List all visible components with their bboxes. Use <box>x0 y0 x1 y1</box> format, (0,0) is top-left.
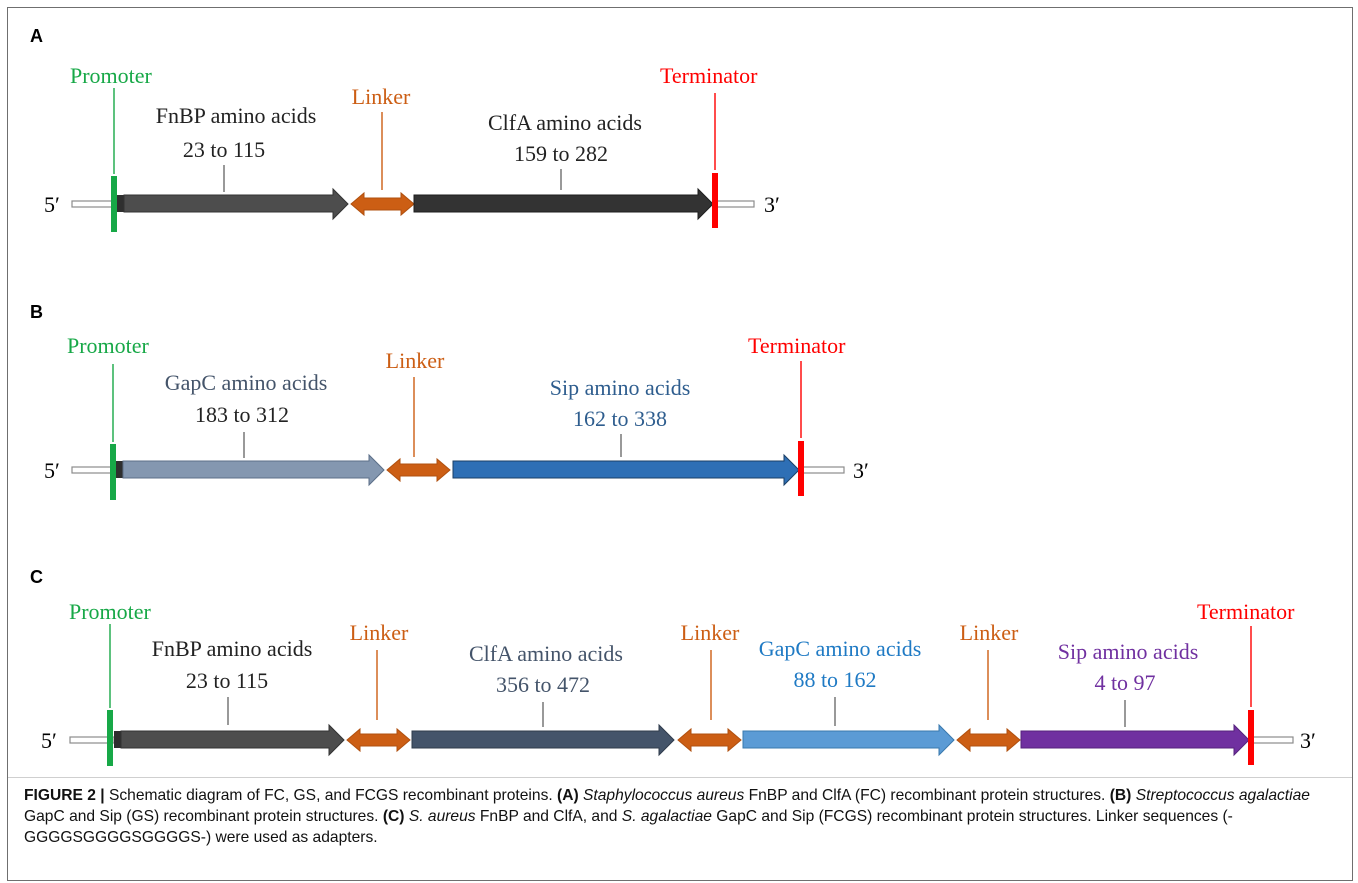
caption-b-tag: (B) <box>1109 787 1132 804</box>
panel-b-backbone-left <box>71 466 117 474</box>
panel-c-linker-arrow-3 <box>956 727 1021 753</box>
panel-c-fnbp-arrow <box>120 723 345 757</box>
panel-a-backbone-left <box>71 200 118 208</box>
construct-diagram: A 5′ 3′ Promoter Terminator FnBP amino a… <box>30 26 1316 766</box>
panel-c-linker-label-3: Linker <box>960 620 1019 645</box>
panel-b-sip-name: Sip amino acids <box>550 375 691 400</box>
panel-c-terminator-label: Terminator <box>1197 599 1295 624</box>
panel-c-signal-block <box>114 731 121 748</box>
panel-c-five-prime: 5′ <box>41 728 57 753</box>
panel-a-three-prime: 3′ <box>764 192 780 217</box>
panel-a-promoter-bar <box>111 176 117 232</box>
caption-b-text: GapC and Sip (GS) recombinant protein st… <box>24 808 383 825</box>
panel-c-three-prime: 3′ <box>1300 728 1316 753</box>
panel-b: B 5′ 3′ Promoter Terminator GapC amino a… <box>30 302 869 500</box>
panel-c-promoter-bar <box>107 710 113 766</box>
panel-b-promoter-label: Promoter <box>67 333 150 358</box>
panel-c-sip-arrow <box>1020 723 1250 757</box>
panel-a-fnbp-range: 23 to 115 <box>183 137 265 162</box>
panel-c-linker-arrow-1 <box>346 727 411 753</box>
panel-b-gapc-name: GapC amino acids <box>165 370 328 395</box>
panel-a-linker-label: Linker <box>352 84 411 109</box>
caption-a-tag: (A) <box>557 787 579 804</box>
caption-c-species-1: S. aureus <box>408 808 476 825</box>
caption-a-text: FnBP and ClfA (FC) recombinant protein s… <box>744 787 1110 804</box>
panel-b-terminator-bar <box>798 441 804 496</box>
panel-b-gapc-arrow <box>122 453 385 487</box>
panel-b-linker-arrow <box>386 457 451 483</box>
panel-c-sip-name: Sip amino acids <box>1058 639 1199 664</box>
panel-c-gapc-arrow <box>742 723 955 757</box>
panel-b-three-prime: 3′ <box>853 458 869 483</box>
caption-b-species: Streptococcus agalactiae <box>1135 787 1310 804</box>
panel-a-clfa-arrow <box>413 187 714 221</box>
panel-a-terminator-bar <box>712 173 718 228</box>
panel-a-clfa-name: ClfA amino acids <box>488 110 642 135</box>
caption-c-species-2: S. agalactiae <box>621 808 712 825</box>
panel-a-fnbp-name: FnBP amino acids <box>156 103 317 128</box>
panel-c-fnbp-range: 23 to 115 <box>186 668 268 693</box>
caption-c-tag: (C) <box>382 808 405 825</box>
panel-b-terminator-label: Terminator <box>748 333 846 358</box>
panel-b-backbone-right <box>801 466 845 474</box>
caption-a-species: Staphylococcus aureus <box>583 787 745 804</box>
panel-c-fnbp-name: FnBP amino acids <box>152 636 313 661</box>
figure-caption: FIGURE 2 | Schematic diagram of FC, GS, … <box>24 785 1342 848</box>
panel-a-five-prime: 5′ <box>44 192 60 217</box>
panel-a-promoter-label: Promoter <box>70 63 153 88</box>
panel-a-terminator-label: Terminator <box>660 63 758 88</box>
panel-c-sip-range: 4 to 97 <box>1094 670 1155 695</box>
panel-b-sip-arrow <box>452 453 800 487</box>
panel-a-clfa-range: 159 to 282 <box>514 141 608 166</box>
panel-b-five-prime: 5′ <box>44 458 60 483</box>
panel-a-letter: A <box>30 26 43 46</box>
panel-b-gapc-range: 183 to 312 <box>195 402 289 427</box>
panel-c-gapc-name: GapC amino acids <box>759 636 922 661</box>
panel-b-signal-block <box>116 461 123 478</box>
panel-b-letter: B <box>30 302 43 322</box>
panel-c-clfa-arrow <box>411 723 675 757</box>
panel-c-clfa-name: ClfA amino acids <box>469 641 623 666</box>
panel-c-promoter-label: Promoter <box>69 599 152 624</box>
caption-c-text-1: FnBP and ClfA, and <box>475 808 622 825</box>
caption-figure-label: FIGURE 2 | <box>24 787 105 804</box>
panel-c-linker-label-1: Linker <box>350 620 409 645</box>
panel-c-letter: C <box>30 567 43 587</box>
panel-b-sip-range: 162 to 338 <box>573 406 667 431</box>
panel-a-fnbp-arrow <box>123 187 349 221</box>
panel-a-signal-block <box>117 195 124 212</box>
panel-c: C 5′ 3′ Promoter Terminator FnBP amino a… <box>30 567 1316 766</box>
panel-a: A 5′ 3′ Promoter Terminator FnBP amino a… <box>30 26 780 232</box>
panel-c-backbone-right <box>1252 736 1294 744</box>
panel-b-promoter-bar <box>110 444 116 500</box>
panel-c-linker-label-2: Linker <box>681 620 740 645</box>
panel-a-backbone-right <box>715 200 755 208</box>
panel-c-linker-arrow-2 <box>677 727 742 753</box>
panel-a-linker-arrow <box>350 191 415 217</box>
panel-b-linker-label: Linker <box>386 348 445 373</box>
panel-c-gapc-range: 88 to 162 <box>793 667 876 692</box>
caption-divider <box>8 777 1352 778</box>
caption-c-text-2: GapC and Sip (FCGS) recombinant protein … <box>24 808 1233 846</box>
caption-intro: Schematic diagram of FC, GS, and FCGS re… <box>104 787 558 804</box>
panel-c-clfa-range: 356 to 472 <box>496 672 590 697</box>
panel-c-terminator-bar <box>1248 710 1254 765</box>
